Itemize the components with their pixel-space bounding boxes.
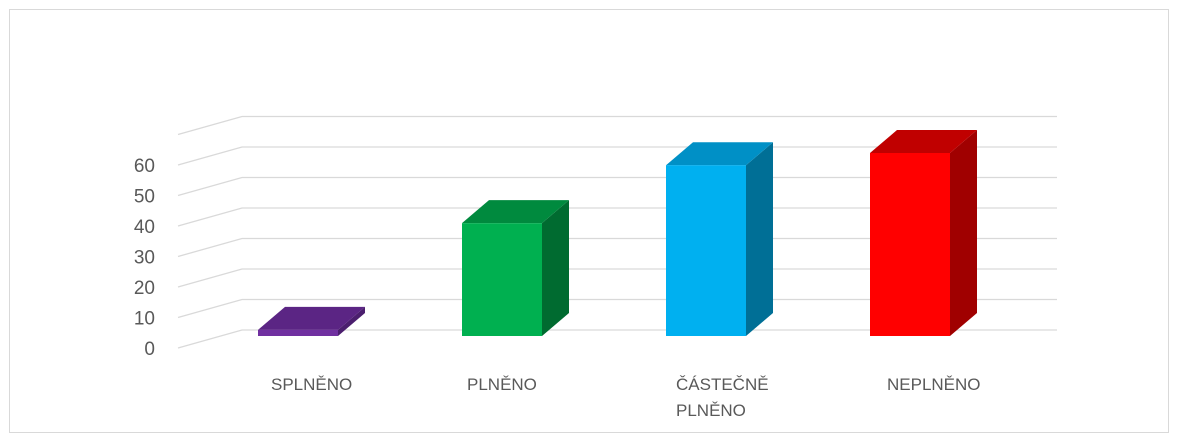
bars	[258, 130, 977, 336]
bar-side	[338, 306, 365, 336]
bar-top	[870, 130, 977, 153]
category-label: SPLNĚNO	[271, 375, 352, 394]
bar-top	[258, 306, 365, 330]
category-label: PLNĚNO	[467, 375, 537, 394]
bar-front	[666, 165, 746, 336]
y-tick-label: 40	[134, 217, 155, 238]
bar	[870, 130, 977, 336]
category-label: ČÁSTEČNĚ PLNĚNO	[676, 375, 769, 420]
bar-side	[542, 200, 569, 336]
y-tick-label: 0	[144, 339, 155, 360]
gridline	[177, 298, 1057, 319]
gridline	[177, 115, 1057, 136]
gridline	[177, 268, 1057, 288]
category-label-line: ČÁSTEČNĚ	[676, 375, 769, 394]
bar-top	[462, 200, 569, 224]
y-axis-ticks: 0 10 20 30 40 50 60	[134, 156, 155, 360]
category-label-line: PLNĚNO	[467, 375, 537, 394]
bar-front	[462, 223, 542, 336]
bar-side	[746, 142, 773, 336]
category-label: NEPLNĚNO	[887, 375, 981, 394]
y-tick-label: 60	[134, 156, 155, 177]
y-tick-label: 10	[134, 309, 155, 330]
bar-front	[258, 329, 338, 336]
bar-side	[950, 130, 977, 336]
gridline	[177, 329, 1057, 349]
gridlines	[177, 115, 1057, 349]
gridline	[177, 237, 1057, 258]
bar	[462, 200, 569, 336]
bar	[258, 306, 365, 336]
gridline	[177, 176, 1057, 197]
bar-front	[870, 153, 950, 336]
gridline	[177, 207, 1057, 227]
gridline	[177, 146, 1057, 166]
y-tick-label: 20	[134, 278, 155, 299]
x-axis-categories: SPLNĚNO PLNĚNO ČÁSTEČNĚ PLNĚNO NEPLNĚNO	[271, 375, 981, 420]
category-label-line: SPLNĚNO	[271, 375, 352, 394]
category-label-line: PLNĚNO	[676, 401, 746, 420]
y-tick-label: 30	[134, 248, 155, 269]
y-tick-label: 50	[134, 187, 155, 208]
category-label-line: NEPLNĚNO	[887, 375, 981, 394]
bar	[666, 142, 773, 336]
bar-top	[666, 142, 773, 166]
